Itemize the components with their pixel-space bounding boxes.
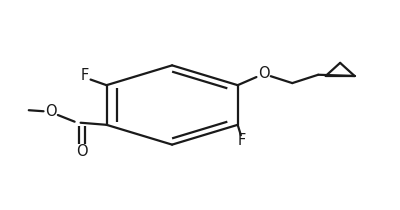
- Text: O: O: [45, 104, 56, 119]
- Text: O: O: [76, 144, 88, 159]
- Text: O: O: [258, 66, 270, 81]
- Text: F: F: [238, 133, 246, 148]
- Text: F: F: [80, 68, 89, 83]
